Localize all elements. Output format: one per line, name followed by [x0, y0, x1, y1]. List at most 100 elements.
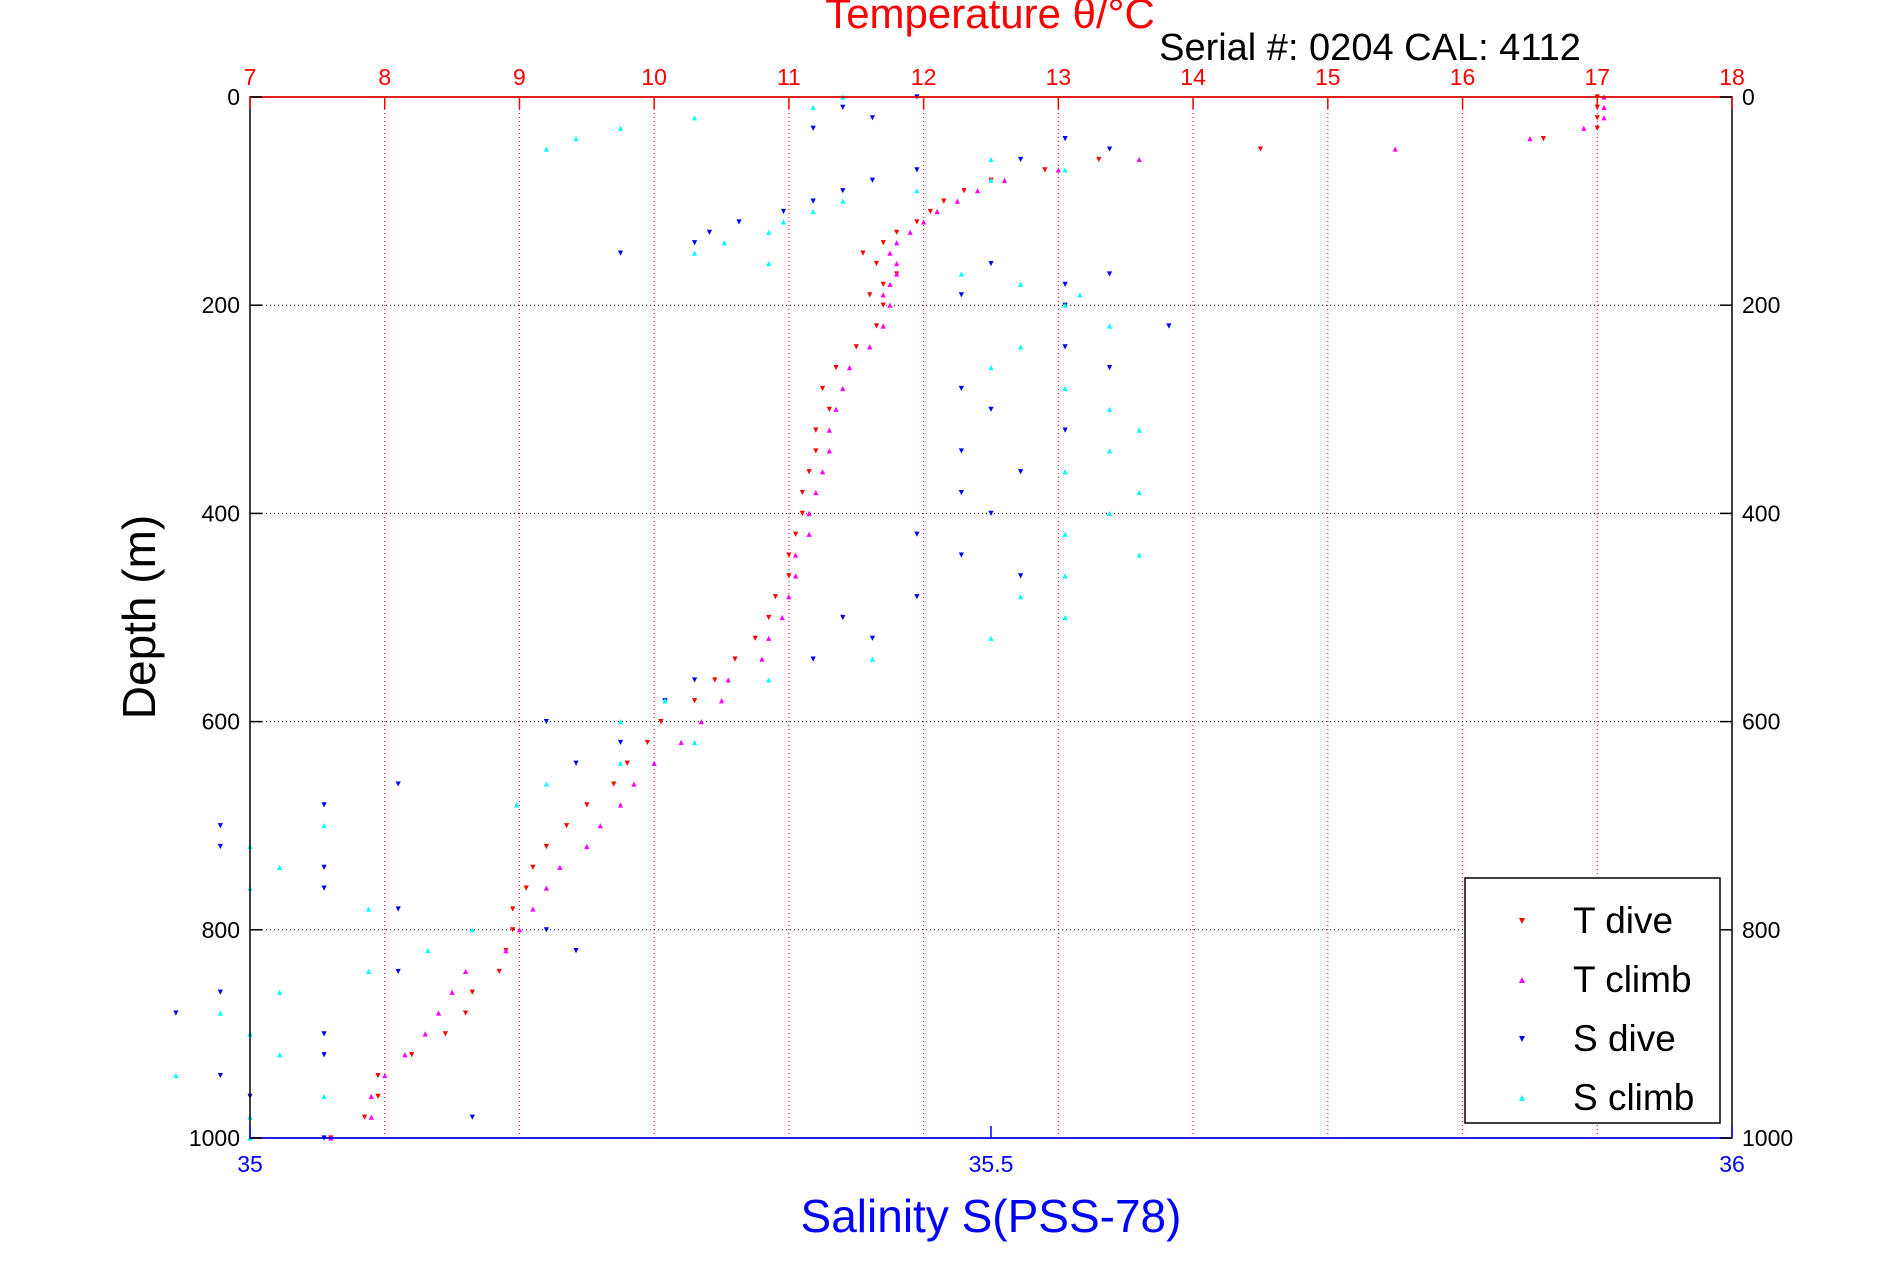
- data-point-s-climb: [543, 781, 549, 787]
- data-point-t-climb: [846, 365, 853, 371]
- data-point-s-dive: [395, 906, 401, 912]
- data-series-layer: [173, 94, 1607, 1141]
- legend-marker: [1519, 918, 1525, 924]
- data-point-s-dive: [988, 406, 994, 412]
- data-point-s-climb: [1062, 167, 1068, 173]
- axis-ticks-layer: 0 0 200 200 400 400 600 600 800 800 1000 1000 7 8 9 10 1…: [189, 64, 1793, 1177]
- data-point-t-climb: [880, 292, 886, 298]
- salinity-tick-label: 36: [1719, 1151, 1745, 1177]
- data-point-s-climb: [469, 927, 475, 933]
- data-point-s-dive: [810, 656, 816, 662]
- data-point-t-climb: [584, 843, 590, 850]
- data-point-s-dive: [958, 385, 964, 392]
- legend-label: S dive: [1573, 1018, 1676, 1059]
- data-point-s-dive: [395, 781, 401, 787]
- data-point-s-dive: [573, 760, 579, 766]
- chart-subtitle: Serial #: 0204 CAL: 4112: [1159, 27, 1581, 69]
- data-point-t-climb: [786, 594, 792, 600]
- data-point-s-climb: [1077, 292, 1083, 298]
- data-point-t-climb: [449, 989, 455, 995]
- data-point-s-climb: [277, 864, 283, 870]
- data-point-t-dive: [732, 656, 738, 662]
- y-tick-label-right: 0: [1742, 84, 1755, 110]
- data-point-t-climb: [1601, 115, 1607, 121]
- data-point-s-climb: [766, 260, 772, 267]
- data-point-s-dive: [810, 198, 816, 204]
- data-point-t-climb: [887, 250, 893, 256]
- temperature-tick-label: 10: [641, 64, 667, 90]
- data-point-t-dive: [1257, 146, 1264, 152]
- data-point-s-dive: [321, 885, 327, 891]
- data-point-s-climb: [1062, 531, 1068, 537]
- data-point-t-dive: [766, 614, 772, 621]
- data-point-s-dive: [958, 448, 964, 454]
- data-point-s-climb: [1106, 448, 1113, 454]
- data-point-s-dive: [573, 948, 579, 954]
- y-axis-label: Depth (m): [113, 515, 165, 719]
- data-point-s-climb: [217, 1010, 223, 1016]
- data-point-s-climb: [1018, 344, 1024, 350]
- data-point-s-dive: [469, 1114, 475, 1120]
- data-point-t-climb: [793, 552, 799, 558]
- data-point-s-climb: [573, 136, 579, 142]
- temperature-tick-label: 13: [1046, 64, 1072, 90]
- y-tick-label-right: 1000: [1742, 1125, 1793, 1151]
- temperature-tick-label: 15: [1315, 64, 1341, 90]
- data-point-t-climb: [974, 188, 981, 194]
- data-point-t-dive: [361, 1114, 368, 1120]
- data-point-s-climb: [617, 760, 624, 766]
- temperature-tick-label: 7: [244, 64, 257, 90]
- data-point-s-dive: [1106, 271, 1113, 277]
- data-point-s-climb: [1062, 469, 1068, 475]
- data-point-s-climb: [721, 240, 727, 246]
- data-point-t-climb: [698, 719, 704, 725]
- data-point-t-dive: [826, 406, 832, 412]
- data-point-t-dive: [469, 989, 475, 995]
- data-point-t-climb: [887, 302, 893, 308]
- temperature-tick-label: 18: [1719, 64, 1745, 90]
- data-point-s-climb: [1018, 594, 1024, 600]
- data-point-s-dive: [617, 250, 624, 256]
- data-point-s-climb: [780, 219, 787, 225]
- data-point-s-dive: [395, 968, 401, 975]
- legend-label: S climb: [1573, 1077, 1694, 1118]
- data-point-s-climb: [914, 188, 920, 194]
- data-point-t-climb: [880, 323, 886, 329]
- data-point-t-dive: [860, 250, 866, 256]
- temperature-tick-label: 14: [1180, 64, 1206, 90]
- data-point-t-climb: [934, 208, 940, 215]
- data-point-t-dive: [375, 1093, 381, 1099]
- data-point-t-climb: [833, 406, 839, 412]
- data-point-s-climb: [766, 229, 772, 235]
- data-point-s-climb: [1136, 552, 1142, 558]
- data-point-t-climb: [793, 573, 799, 579]
- y-tick-label-right: 200: [1742, 292, 1780, 318]
- data-point-s-climb: [810, 104, 816, 111]
- data-point-t-climb: [557, 864, 563, 870]
- data-point-s-climb: [1062, 302, 1068, 308]
- data-point-t-climb: [516, 927, 523, 933]
- data-point-t-dive: [564, 823, 570, 829]
- data-point-s-climb: [1018, 281, 1024, 287]
- data-point-t-dive: [786, 552, 792, 558]
- data-point-s-dive: [869, 635, 876, 641]
- legend: T dive T climb S dive S climb: [1464, 877, 1721, 1124]
- data-point-s-dive: [692, 240, 698, 246]
- data-point-t-climb: [1001, 177, 1008, 183]
- data-point-s-dive: [543, 719, 549, 725]
- legend-marker: [1519, 1095, 1525, 1101]
- data-point-s-dive: [321, 1031, 327, 1037]
- data-point-t-dive: [914, 219, 920, 225]
- data-point-t-climb: [894, 240, 900, 246]
- data-point-t-dive: [819, 385, 826, 392]
- data-point-s-climb: [1062, 385, 1068, 392]
- data-point-t-dive: [658, 719, 664, 725]
- data-point-t-dive: [510, 927, 516, 933]
- data-point-s-climb: [1062, 614, 1068, 621]
- temperature-tick-label: 17: [1584, 64, 1610, 90]
- series-s-climb: [173, 94, 1142, 1141]
- data-point-t-climb: [826, 427, 832, 433]
- data-point-s-dive: [217, 989, 223, 995]
- data-point-t-dive: [880, 281, 886, 287]
- data-point-t-dive: [752, 635, 758, 641]
